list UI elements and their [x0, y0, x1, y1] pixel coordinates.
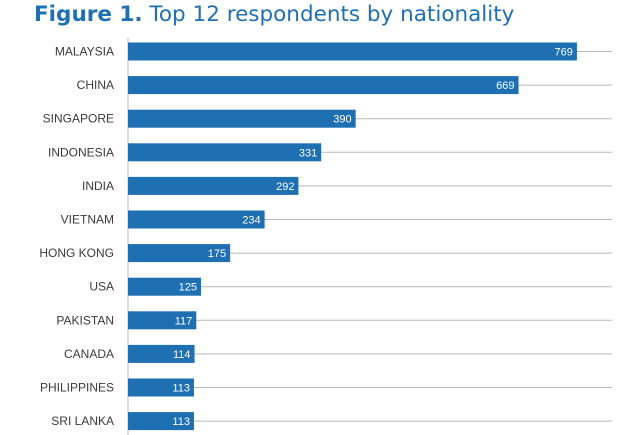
title-text: Top 12 respondents by nationality [149, 2, 515, 27]
category-label-indonesia: INDONESIA [48, 145, 114, 159]
bar-sri-lanka [128, 412, 194, 431]
value-label-singapore: 390 [333, 114, 351, 126]
value-label-malaysia: 769 [555, 47, 573, 59]
category-label-pakistan: PAKISTAN [56, 313, 114, 327]
category-label-canada: CANADA [64, 347, 114, 361]
bar-malaysia [128, 42, 577, 61]
figure-number: Figure 1. [34, 2, 143, 27]
category-label-sri-lanka: SRI LANKA [51, 414, 114, 428]
bar-hong-kong [128, 244, 231, 263]
category-label-malaysia: MALAYSIA [55, 45, 114, 59]
value-label-canada: 114 [173, 349, 191, 361]
category-label-singapore: SINGAPORE [43, 112, 114, 126]
category-label-philippines: PHILIPPINES [40, 381, 114, 395]
category-label-usa: USA [89, 280, 114, 294]
value-label-pakistan: 117 [175, 315, 193, 327]
value-label-india: 292 [276, 181, 294, 193]
category-label-vietnam: VIETNAM [61, 213, 114, 227]
value-label-hong-kong: 175 [208, 248, 226, 260]
value-label-china: 669 [496, 80, 514, 92]
chart-title: Figure 1. Top 12 respondents by national… [34, 0, 514, 30]
bar-vietnam [128, 210, 265, 229]
bar-singapore [128, 109, 356, 128]
value-label-vietnam: 234 [242, 215, 260, 227]
category-label-china: CHINA [77, 78, 114, 92]
value-label-philippines: 113 [172, 383, 190, 395]
bar-pakistan [128, 311, 197, 330]
bar-china [128, 76, 519, 95]
bar-indonesia [128, 143, 322, 162]
bar-usa [128, 277, 201, 296]
bar-philippines [128, 378, 194, 397]
bar-canada [128, 344, 195, 363]
bar-india [128, 176, 299, 195]
category-label-hong-kong: HONG KONG [39, 246, 114, 260]
value-label-usa: 125 [179, 282, 197, 294]
value-label-indonesia: 331 [299, 147, 317, 159]
value-label-sri-lanka: 113 [172, 416, 190, 428]
category-label-india: INDIA [82, 179, 114, 193]
